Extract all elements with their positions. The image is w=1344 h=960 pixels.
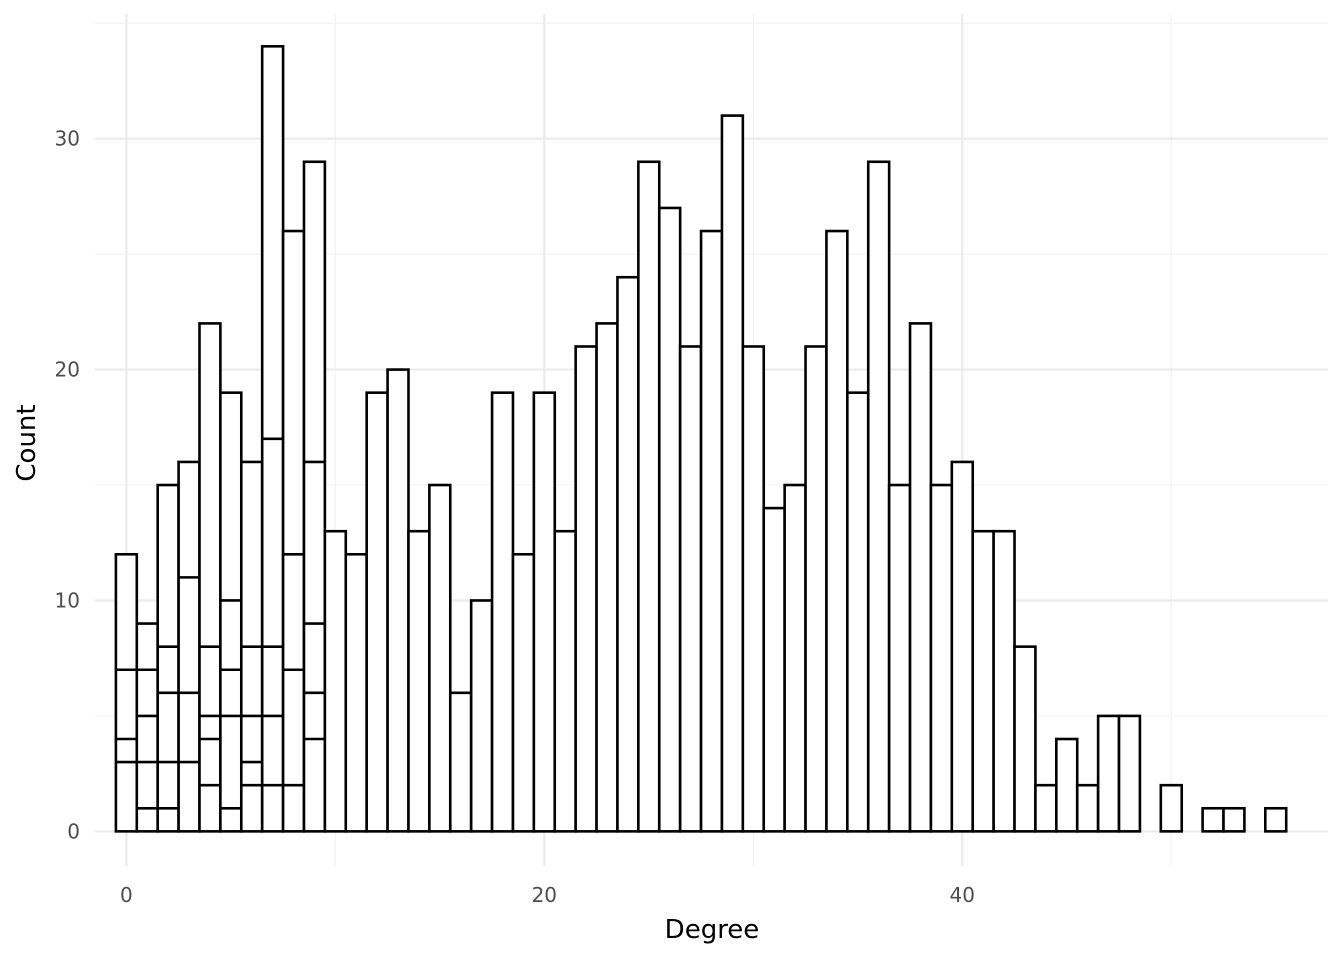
- histogram-bar: [553, 529, 577, 833]
- histogram-bar: [1222, 806, 1246, 833]
- histogram-bar: [114, 552, 139, 833]
- histogram-bar: [428, 483, 452, 833]
- histogram-bar: [637, 160, 661, 833]
- histogram-bar: [992, 529, 1016, 833]
- histogram-bar: [699, 229, 724, 833]
- x-tick-label: 40: [950, 883, 975, 907]
- histogram-bar: [1201, 806, 1225, 833]
- histogram-bar: [908, 322, 933, 833]
- y-tick-label: 0: [67, 819, 80, 843]
- histogram-bar: [887, 483, 912, 833]
- histogram-bar: [1117, 714, 1142, 833]
- y-tick-label: 30: [55, 127, 80, 151]
- histogram-bar: [177, 460, 201, 833]
- histogram-bar: [448, 691, 473, 833]
- histogram-bar: [971, 529, 995, 833]
- histogram-bar: [511, 552, 536, 833]
- histogram-bar: [281, 229, 306, 833]
- histogram-bar: [156, 483, 180, 833]
- histogram-bar: [616, 275, 640, 833]
- histogram-bar: [720, 114, 745, 833]
- histogram-bar: [846, 391, 870, 833]
- histogram-bar: [344, 552, 368, 833]
- y-tick-label: 20: [55, 358, 80, 382]
- x-tick-label: 0: [120, 883, 133, 907]
- histogram-bar: [1096, 714, 1121, 833]
- histogram-bar: [825, 229, 849, 833]
- histogram-bar: [762, 506, 786, 833]
- histogram-bar: [678, 345, 703, 833]
- histogram-bar: [783, 483, 807, 833]
- histogram-bar: [1034, 783, 1058, 833]
- x-axis-title: Degree: [665, 915, 760, 945]
- histogram-bar: [386, 368, 410, 833]
- histogram-bar: [1013, 645, 1037, 833]
- histogram-bar: [595, 322, 619, 833]
- histogram-bar: [574, 345, 598, 833]
- y-tick-label: 10: [55, 588, 80, 612]
- tick-labels: 0 20 40 0 10 20 30: [55, 127, 975, 907]
- histogram-bar: [302, 160, 327, 833]
- histogram-bar: [1159, 783, 1184, 833]
- histogram-bar: [1264, 806, 1288, 833]
- histogram-bar: [323, 529, 348, 833]
- y-axis-title: Count: [12, 404, 42, 481]
- histogram-bar: [950, 460, 975, 833]
- histogram-bar: [532, 391, 557, 833]
- histogram-bar: [804, 345, 828, 833]
- histogram-bar: [407, 529, 431, 833]
- histogram-bar: [135, 622, 159, 833]
- histogram-bar: [469, 599, 494, 833]
- histogram-bar: [1075, 783, 1100, 833]
- histogram-bar: [929, 483, 954, 833]
- x-tick-label: 20: [532, 883, 557, 907]
- histogram-bar: [741, 345, 766, 833]
- histogram-bars: [114, 45, 1288, 833]
- histogram-bar: [365, 391, 389, 833]
- histogram-bar: [490, 391, 515, 833]
- histogram-bar: [1055, 737, 1079, 833]
- histogram-bar: [198, 322, 222, 833]
- histogram-bar: [866, 160, 891, 833]
- histogram-bar: [657, 206, 682, 833]
- histogram-bar: [219, 391, 243, 833]
